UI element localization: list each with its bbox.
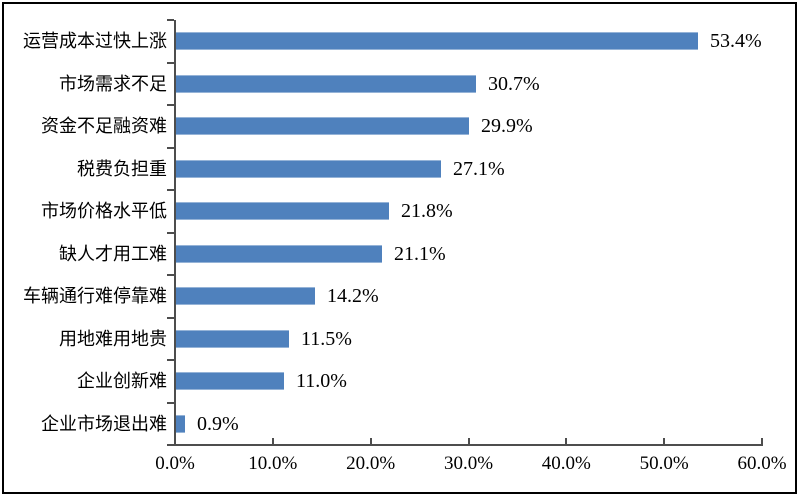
bar-value-label: 11.0% [296,370,347,393]
bar-value-label: 29.9% [481,115,533,138]
bar-value-label: 21.8% [401,200,453,223]
x-tick-label: 0.0% [155,453,195,474]
x-tick-label: 50.0% [639,453,689,474]
y-axis-tick [167,316,174,319]
x-axis-tick [369,438,372,444]
x-axis-line-end-cap [762,444,763,446]
category-label: 市场价格水平低 [41,201,167,222]
bar-value-label: 0.9% [197,412,239,435]
bar-value-label: 30.7% [488,72,540,95]
bar-value-label: 27.1% [453,157,505,180]
bar [176,329,289,348]
category-label: 资金不足融资难 [41,116,167,137]
y-axis-tick [167,444,174,446]
y-axis-tick [167,19,174,21]
category-label: 缺人才用工难 [59,243,167,264]
bar [176,244,382,263]
bar-value-label: 11.5% [301,327,352,350]
y-axis-tick [167,231,174,234]
bar [176,74,476,93]
y-axis-tick [167,104,174,106]
bar [176,117,469,136]
y-axis-line [174,20,176,446]
bar [176,159,441,178]
y-axis-tick [167,359,174,361]
category-label: 税费负担重 [77,158,167,179]
x-tick-label: 30.0% [443,453,494,474]
x-axis-tick [467,438,470,444]
bar-value-label: 21.1% [394,242,446,265]
category-label: 用地难用地贵 [59,328,167,349]
x-axis-tick [663,438,666,444]
bar-value-label: 14.2% [327,285,379,308]
bar [176,32,698,51]
y-axis-tick [167,274,174,276]
x-tick-label: 20.0% [346,453,396,474]
x-axis-tick [271,438,274,444]
category-label: 企业创新难 [77,371,167,392]
y-axis-tick [167,146,174,149]
y-axis-tick [167,189,174,191]
x-axis-tick [565,438,568,444]
x-tick-label: 60.0% [737,453,787,474]
x-axis-line [174,444,763,446]
x-axis-tick [761,438,763,444]
y-axis-tick [167,401,174,404]
bar [176,287,315,306]
bar [176,202,389,221]
bar-value-label: 53.4% [710,30,762,53]
x-tick-label: 10.0% [248,453,298,474]
category-label: 运营成本过快上涨 [23,31,167,52]
category-label: 车辆通行难停靠难 [23,286,167,307]
bar [176,414,185,433]
bar [176,372,284,391]
x-tick-label: 40.0% [541,453,591,474]
category-label: 市场需求不足 [59,73,167,94]
y-axis-tick [167,61,174,64]
category-label: 企业市场退出难 [41,413,167,434]
